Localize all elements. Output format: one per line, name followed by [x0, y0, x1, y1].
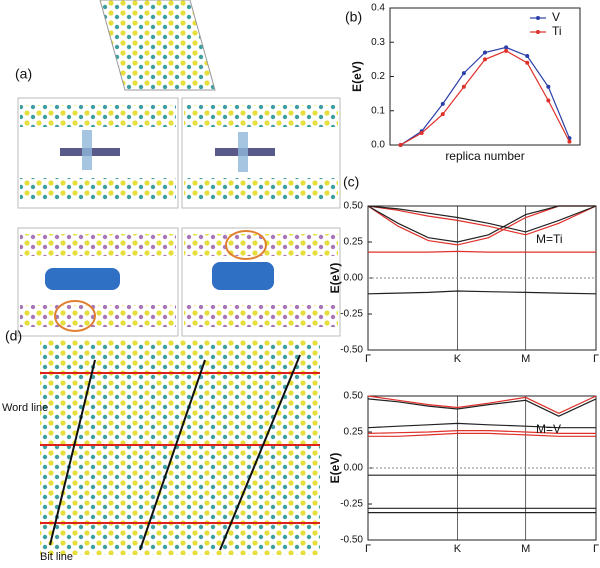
layer: [20, 234, 176, 256]
y-tick-label: 0.50: [344, 391, 364, 402]
layer: [20, 105, 176, 127]
legend-marker: [536, 16, 540, 20]
legend-label: V: [552, 10, 560, 24]
point: [461, 71, 466, 76]
x-tick-label: Γ: [593, 353, 599, 365]
bit-line: [219, 354, 301, 551]
charge-density: [45, 268, 120, 290]
x-tick-label: Γ: [593, 543, 599, 555]
annotation: Word line: [2, 402, 48, 414]
series-line: [400, 46, 570, 146]
point: [483, 57, 487, 62]
arrow: [82, 130, 92, 170]
y-tick-label: -0.25: [340, 499, 363, 510]
point: [398, 143, 403, 147]
highlight: [54, 300, 96, 332]
series-line: [367, 395, 597, 414]
x-axis-label: replica number: [445, 149, 524, 163]
y-tick-label: 0.00: [344, 463, 364, 474]
y-tick-label: 0.00: [344, 273, 364, 284]
annotation: M=Ti: [536, 232, 563, 246]
layer: [184, 178, 338, 200]
point: [440, 112, 445, 117]
panel-label: (c): [343, 174, 359, 190]
y-tick-label: -0.50: [340, 535, 363, 546]
y-tick-label: -0.50: [340, 345, 363, 356]
point: [440, 101, 445, 106]
point: [546, 84, 551, 89]
y-tick-label: 0.1: [371, 105, 385, 116]
arrow: [238, 132, 248, 172]
point: [546, 98, 551, 103]
point: [525, 53, 530, 58]
x-tick-label: M: [521, 543, 530, 555]
y-tick-label: 0.2: [371, 71, 385, 82]
highlight: [225, 230, 267, 260]
y-axis-label: E(eV): [328, 263, 342, 294]
point: [504, 48, 509, 53]
panel-label: (b): [345, 9, 362, 25]
y-tick-label: 0.50: [344, 201, 364, 212]
y-tick-label: 0.25: [344, 427, 364, 438]
series-line: [367, 430, 596, 434]
series-line: [367, 398, 597, 417]
y-axis-label: E(eV): [350, 61, 364, 92]
panel-label: (a): [15, 66, 32, 82]
series-line: [368, 250, 596, 253]
point: [461, 84, 466, 89]
x-tick-label: K: [454, 543, 462, 555]
point: [504, 45, 509, 50]
structure-images: [17, 0, 341, 555]
series-line: [400, 50, 570, 146]
bit-line: [139, 359, 206, 551]
point: [525, 60, 530, 65]
layer: [184, 105, 338, 127]
series-line: [367, 422, 596, 429]
x-tick-label: Γ: [365, 543, 371, 555]
bit-line: [49, 359, 96, 546]
annotation: M=V: [536, 422, 561, 436]
y-tick-label: 0.4: [371, 3, 385, 14]
y-tick-label: 0.0: [371, 140, 385, 151]
y-axis-label: E(eV): [328, 453, 342, 484]
point: [567, 139, 572, 144]
annotation: Bit line: [40, 551, 73, 563]
y-tick-label: 0.3: [371, 37, 385, 48]
panel-label: (d): [5, 328, 22, 344]
layer: [20, 178, 176, 200]
layer: [20, 305, 176, 327]
y-tick-label: 0.25: [344, 237, 364, 248]
series-line: [368, 432, 596, 437]
x-tick-label: K: [454, 353, 462, 365]
x-tick-label: Γ: [365, 353, 371, 365]
series-line: [367, 290, 597, 295]
series-line: [367, 205, 596, 243]
layer: [184, 234, 338, 256]
series-line: [367, 205, 597, 236]
x-tick-label: M: [521, 353, 530, 365]
y-tick-label: -0.25: [340, 309, 363, 320]
point: [483, 50, 487, 55]
charge-density: [212, 262, 274, 290]
layer: [184, 305, 338, 327]
legend-marker: [536, 30, 540, 34]
array-image: [40, 340, 320, 555]
legend-label: Ti: [552, 24, 562, 38]
unit-cell: [99, 0, 216, 91]
point: [419, 131, 424, 136]
series-line: [367, 205, 597, 233]
